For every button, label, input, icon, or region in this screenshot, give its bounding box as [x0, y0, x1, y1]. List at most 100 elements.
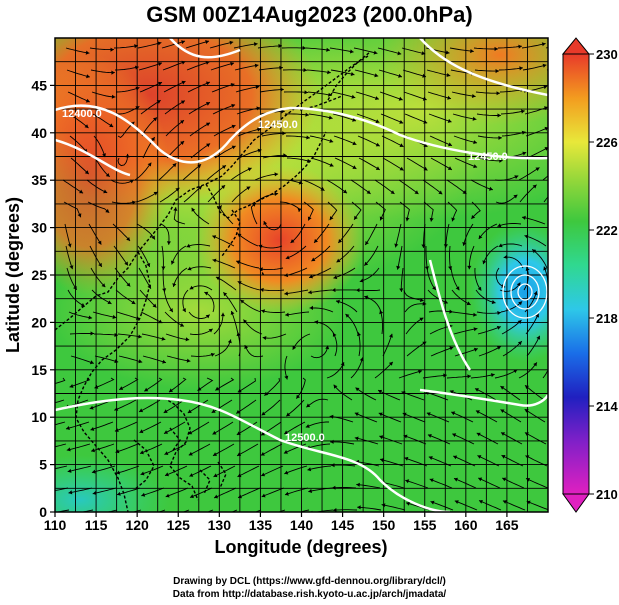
streamline-arrow: [355, 387, 360, 392]
streamline-arrow: [399, 143, 404, 147]
streamline: [354, 437, 379, 445]
streamline: [142, 355, 167, 364]
streamline-arrow: [518, 301, 523, 306]
streamline: [63, 201, 82, 218]
streamline-arrow: [390, 190, 395, 194]
streamline-arrow: [214, 494, 219, 499]
streamline: [453, 455, 476, 467]
x-tick-label: 145: [331, 517, 355, 533]
streamline-arrow: [135, 106, 140, 110]
streamline: [163, 80, 186, 93]
streamline-arrow: [189, 473, 194, 477]
streamline: [501, 454, 524, 467]
streamline-arrow: [329, 138, 334, 143]
streamline: [69, 377, 91, 388]
streamline: [335, 300, 358, 313]
streamline: [182, 163, 202, 181]
streamline-arrow: [336, 299, 340, 304]
streamline-arrow: [126, 237, 130, 241]
streamline: [138, 62, 163, 71]
streamline-arrow: [41, 404, 45, 408]
streamline: [55, 443, 67, 448]
streamline-arrow: [524, 409, 529, 413]
streamline-arrow: [212, 430, 217, 435]
streamline: [215, 377, 235, 391]
streamline-arrow: [84, 170, 89, 175]
streamline: [477, 326, 501, 335]
streamline: [283, 421, 306, 435]
streamline-arrow: [258, 244, 263, 249]
streamline: [113, 45, 138, 49]
streamline: [355, 91, 380, 100]
x-tick-label: 125: [167, 517, 191, 533]
streamline-arrow: [180, 100, 185, 105]
streamline: [262, 154, 287, 159]
streamline-arrow: [378, 389, 383, 394]
streamline: [237, 465, 260, 478]
streamline-arrow: [222, 165, 226, 169]
streamline-arrow: [443, 244, 448, 248]
streamline-arrow: [283, 450, 288, 454]
streamline: [254, 173, 279, 181]
streamline: [494, 369, 518, 379]
streamline-arrow: [513, 369, 518, 374]
streamline-arrow: [374, 73, 379, 78]
streamline: [92, 487, 117, 495]
streamline: [204, 291, 215, 313]
streamline: [214, 145, 236, 159]
streamline: [141, 117, 158, 137]
streamline-arrow: [204, 291, 209, 296]
streamline: [500, 409, 522, 423]
streamline-arrow: [175, 187, 180, 192]
streamline: [261, 487, 285, 498]
streamline-arrow: [333, 384, 338, 389]
y-tick-label: 40: [31, 125, 47, 141]
streamline-arrow: [237, 473, 242, 478]
streamline: [237, 487, 261, 499]
streamline-arrow: [532, 184, 537, 189]
streamline: [137, 42, 162, 49]
colorbar-tick-label: 210: [596, 487, 618, 502]
streamline-arrow: [186, 358, 191, 363]
x-tick-label: 140: [290, 517, 314, 533]
streamline-arrow: [181, 80, 186, 85]
streamline-arrow: [146, 263, 151, 267]
streamline: [237, 332, 241, 357]
streamline: [283, 91, 309, 94]
streamline-arrow: [517, 320, 522, 324]
streamline: [430, 346, 454, 357]
streamline-arrow: [423, 119, 428, 124]
streamline-arrow: [197, 164, 202, 169]
grid-lines: [55, 38, 548, 512]
streamline-arrow: [533, 291, 538, 296]
streamline: [354, 69, 379, 77]
streamline-arrow: [326, 47, 330, 52]
streamline-arrow: [239, 516, 243, 520]
streamline: [404, 457, 428, 467]
streamline: [258, 67, 283, 71]
streamline-arrow: [330, 439, 334, 444]
streamline-arrow: [448, 142, 452, 147]
streamline: [70, 157, 90, 175]
streamline: [135, 191, 158, 203]
colorbar-ticks: 230 226 222 218 214 210: [589, 47, 618, 502]
streamline-arrow: [140, 471, 145, 476]
streamline-arrow: [67, 468, 72, 473]
streamline: [379, 310, 383, 335]
streamline: [212, 259, 236, 269]
low-contours: [502, 265, 548, 319]
streamline-arrow: [449, 346, 454, 351]
streamline-arrow: [212, 258, 217, 263]
streamline-arrow: [306, 135, 310, 140]
streamline: [209, 41, 234, 49]
streamline: [502, 500, 526, 511]
streamline: [478, 500, 502, 511]
streamline: [164, 311, 185, 327]
streamline-arrow: [398, 96, 403, 101]
streamline-arrow: [151, 137, 155, 142]
streamline-arrow: [114, 428, 119, 432]
streamline-arrow: [467, 374, 471, 379]
streamline-arrow: [236, 332, 241, 337]
streamline: [521, 216, 546, 225]
streamline: [379, 458, 404, 467]
